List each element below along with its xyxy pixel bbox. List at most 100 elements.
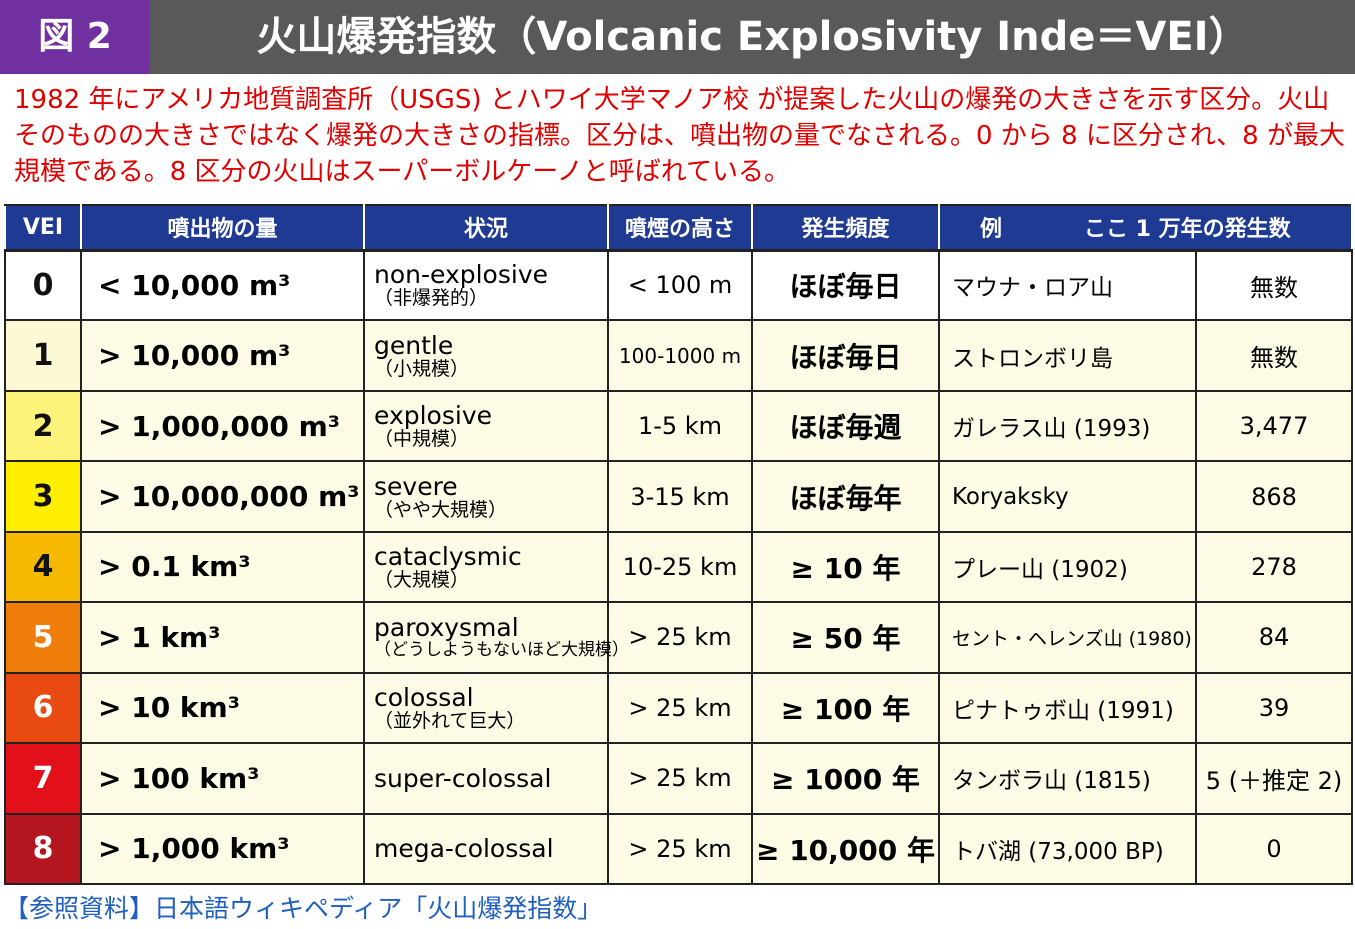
occurrence-count-cell: 無数 [1195,248,1353,322]
header-count: ここ 1 万年の発生数 [1084,204,1353,251]
header-status: 状況 [363,204,609,251]
header-amount: 噴出物の量 [80,204,365,251]
example-cell: ガレラス山 (1993) [938,389,1197,463]
frequency-cell: ≥ 50 年 [751,601,940,674]
header-frequency: 発生頻度 [751,204,940,251]
vei-level-cell: 6 [4,671,82,745]
ejecta-volume-cell: > 10 km³ [80,671,365,745]
status-japanese: （小規模） [374,357,470,380]
vei-level-cell: 3 [4,460,82,533]
status-cell: cataclysmic （大規模） [363,530,609,604]
header-height: 噴煙の高さ [607,204,753,251]
status-english: explosive [374,401,492,431]
status-cell: gentle （小規模） [363,319,609,392]
status-english: paroxysmal [374,613,519,643]
plume-height-cell: > 25 km [607,742,753,815]
plume-height-cell: > 25 km [607,812,753,885]
plume-height-cell: 100-1000 m [607,319,753,392]
vei-level-cell: 1 [4,319,82,392]
status-japanese: （やや大規模） [374,498,508,521]
table-row: 5 > 1 km³ paroxysmal （どうしようもないほど大規模） > 25 km… [4,601,1353,674]
example-cell: セント・ヘレンズ山 (1980) [938,601,1197,674]
vei-level-cell: 4 [4,530,82,604]
status-cell: non-explosive （非爆発的） [363,248,609,322]
example-cell: タンボラ山 (1815) [938,742,1197,815]
status-english: gentle [374,330,454,360]
table-row: 0 < 10,000 m³ non-explosive （非爆発的） < 100 m ほぼ… [4,248,1353,322]
plume-height-cell: < 100 m [607,248,753,322]
ejecta-volume-cell: > 1 km³ [80,601,365,674]
vei-level-cell: 2 [4,389,82,463]
status-japanese: （どうしようもないほど大規模） [374,640,629,661]
page-title: 火山爆発指数（Volcanic Explosivity Inde＝VEI） [256,14,1249,60]
plume-height-cell: 1-5 km [607,389,753,463]
status-english: non-explosive [374,260,548,290]
table-row: 2 > 1,000,000 m³ explosive （中規模） 1-5 km ほぼ毎週ガ… [4,389,1353,463]
occurrence-count-cell: 868 [1195,460,1353,533]
table-row: 6 > 10 km³ colossal （並外れて巨大） > 25 km ≥ 100 年ピ… [4,671,1353,745]
frequency-cell: ≥ 100 年 [751,671,940,745]
occurrence-count-cell: 0 [1195,812,1353,885]
frequency-cell: ≥ 10,000 年 [751,812,940,885]
status-cell: mega-colossal [363,812,609,885]
example-cell: Koryaksky [938,460,1197,533]
status-cell: paroxysmal （どうしようもないほど大規模） [363,601,629,674]
occurrence-count-cell: 無数 [1195,319,1353,392]
table-row: 8 > 1,000 km³ mega-colossal > 25 km ≥ 10,000… [4,812,1353,885]
plume-height-cell: 3-15 km [607,460,753,533]
status-english: severe [374,471,458,501]
ejecta-volume-cell: > 10,000 m³ [80,319,365,392]
status-cell: explosive （中規模） [363,389,609,463]
ejecta-volume-cell: > 10,000,000 m³ [80,460,365,533]
header-example: 例 [938,204,1196,251]
example-cell: ストロンボリ島 [938,319,1197,392]
occurrence-count-cell: 5 (＋推定 2) [1195,742,1353,815]
table-row: 3 > 10,000,000 m³ severe （やや大規模） 3-15 km ほぼ毎年… [4,460,1353,533]
occurrence-count-cell: 3,477 [1195,389,1353,463]
example-cell: プレー山 (1902) [938,530,1197,604]
plume-height-cell: > 25 km [607,601,753,674]
example-cell: マウナ・ロア山 [938,248,1197,322]
figure-label: 図 2 [0,0,150,74]
vei-level-cell: 5 [4,601,82,674]
plume-height-cell: 10-25 km [607,530,753,604]
status-japanese: （大規模） [374,568,470,591]
table-row: 4 > 0.1 km³ cataclysmic （大規模） 10-25 km ≥ 10 年… [4,530,1353,604]
frequency-cell: ≥ 1000 年 [751,742,940,815]
occurrence-count-cell: 39 [1195,671,1353,745]
frequency-cell: ほぼ毎日 [751,248,940,322]
occurrence-count-cell: 84 [1195,601,1353,674]
vei-table: VEI 噴出物の量 状況 噴煙の高さ 発生頻度 例 ここ 1 万年の発生数 0 <… [4,204,1353,885]
header-bar: 図 2 火山爆発指数（Volcanic Explosivity Inde＝VEI… [0,0,1355,74]
status-cell: severe （やや大規模） [363,460,609,533]
status-english: cataclysmic [374,541,522,571]
ejecta-volume-cell: > 0.1 km³ [80,530,365,604]
ejecta-volume-cell: > 1,000,000 m³ [80,389,365,463]
status-japanese: （非爆発的） [374,287,489,310]
frequency-cell: ほぼ毎週 [751,389,940,463]
status-cell: super-colossal [363,742,609,815]
status-japanese: （並外れて巨大） [374,709,526,732]
occurrence-count-cell: 278 [1195,530,1353,604]
ejecta-volume-cell: > 100 km³ [80,742,365,815]
intro-text: 1982 年にアメリカ地質調査所（USGS) とハワイ大学マノア校 が提案した火… [14,85,1345,187]
status-english: mega-colossal [374,834,554,864]
frequency-cell: ほぼ毎日 [751,319,940,392]
status-cell: colossal （並外れて巨大） [363,671,609,745]
header-vei: VEI [4,204,82,251]
vei-level-cell: 8 [4,812,82,885]
status-japanese: （中規模） [374,428,470,451]
status-english: colossal [374,682,474,712]
plume-height-cell: > 25 km [607,671,753,745]
ejecta-volume-cell: > 1,000 km³ [80,812,365,885]
frequency-cell: ≥ 10 年 [751,530,940,604]
table-row: 7 > 100 km³ super-colossal > 25 km ≥ 1000 年タ… [4,742,1353,815]
frequency-cell: ほぼ毎年 [751,460,940,533]
example-cell: トバ湖 (73,000 BP) [938,812,1197,885]
table-row: 1 > 10,000 m³ gentle （小規模） 100-1000 m ほぼ毎日 ストロ… [4,319,1353,392]
example-cell: ピナトゥボ山 (1991) [938,671,1197,745]
vei-level-cell: 0 [4,248,82,322]
table-header-row: VEI 噴出物の量 状況 噴煙の高さ 発生頻度 例 ここ 1 万年の発生数 [4,204,1353,251]
reference-note: 【参照資料】日本語ウィキペディア「火山爆発指数」 [4,894,603,923]
ejecta-volume-cell: < 10,000 m³ [80,248,365,322]
